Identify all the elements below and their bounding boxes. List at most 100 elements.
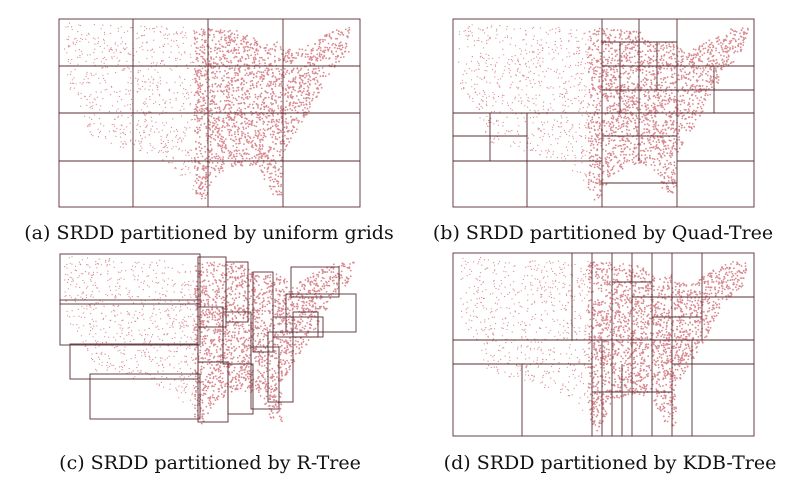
point [571, 146, 574, 148]
point [742, 39, 744, 42]
point [258, 113, 261, 116]
point [143, 130, 145, 132]
point [152, 62, 155, 64]
point [263, 134, 265, 137]
point [668, 176, 670, 179]
point [578, 123, 580, 125]
point [280, 85, 283, 87]
point [222, 53, 225, 56]
point [104, 89, 106, 91]
point [660, 47, 662, 50]
point [722, 61, 724, 64]
point [677, 74, 680, 77]
point [130, 82, 132, 84]
point [199, 143, 202, 146]
point [672, 185, 675, 188]
point [100, 61, 102, 63]
point [680, 63, 683, 66]
point [598, 162, 601, 165]
point [695, 72, 698, 75]
point [65, 26, 67, 28]
point [339, 41, 342, 44]
point [68, 22, 71, 24]
point [590, 180, 593, 183]
point [200, 70, 203, 73]
point [259, 108, 262, 111]
point [280, 83, 283, 85]
point [584, 173, 586, 175]
point [336, 47, 339, 50]
point [183, 163, 185, 165]
point [476, 39, 478, 41]
point [104, 56, 106, 59]
point [631, 46, 634, 49]
point [657, 99, 660, 102]
point [575, 131, 577, 133]
point [287, 122, 289, 125]
point [187, 67, 189, 69]
point [303, 82, 306, 85]
point [286, 130, 289, 133]
point [267, 127, 270, 130]
point [462, 73, 464, 76]
point [627, 109, 629, 112]
point [117, 30, 119, 32]
point [588, 67, 591, 70]
point [704, 94, 707, 97]
point [498, 85, 500, 87]
point [305, 53, 307, 56]
point [533, 57, 535, 60]
point [720, 45, 723, 47]
point [223, 151, 226, 154]
point [627, 122, 629, 125]
point [651, 157, 654, 160]
point [253, 155, 256, 158]
point [140, 149, 142, 151]
point [614, 78, 616, 81]
point [224, 37, 227, 39]
point [216, 123, 219, 126]
point [99, 82, 101, 84]
point [283, 67, 286, 70]
point [204, 166, 207, 169]
point [652, 161, 655, 164]
point [179, 75, 181, 77]
point [153, 27, 155, 29]
point [266, 52, 269, 55]
point [142, 102, 145, 104]
point [629, 69, 632, 71]
point [581, 146, 583, 148]
point [321, 56, 324, 58]
point [308, 97, 311, 100]
point [539, 136, 541, 139]
point [616, 110, 619, 113]
point [140, 35, 143, 37]
point [153, 131, 155, 133]
point [149, 81, 151, 83]
point [629, 119, 632, 122]
point [734, 46, 737, 49]
point [273, 48, 276, 51]
point [328, 46, 331, 49]
point [656, 158, 659, 160]
point [130, 89, 132, 91]
point [483, 47, 485, 49]
point [319, 75, 322, 78]
point [103, 38, 105, 40]
point [745, 32, 748, 35]
point [141, 45, 143, 47]
point [539, 52, 541, 54]
point [251, 157, 254, 159]
point [615, 49, 618, 52]
point [668, 94, 671, 97]
point [320, 53, 323, 56]
point [575, 52, 578, 55]
point [620, 109, 623, 112]
point [241, 55, 243, 58]
point [170, 51, 172, 53]
point [591, 140, 594, 143]
point [511, 60, 513, 62]
point [235, 121, 238, 124]
point [269, 162, 271, 165]
point [590, 127, 593, 130]
